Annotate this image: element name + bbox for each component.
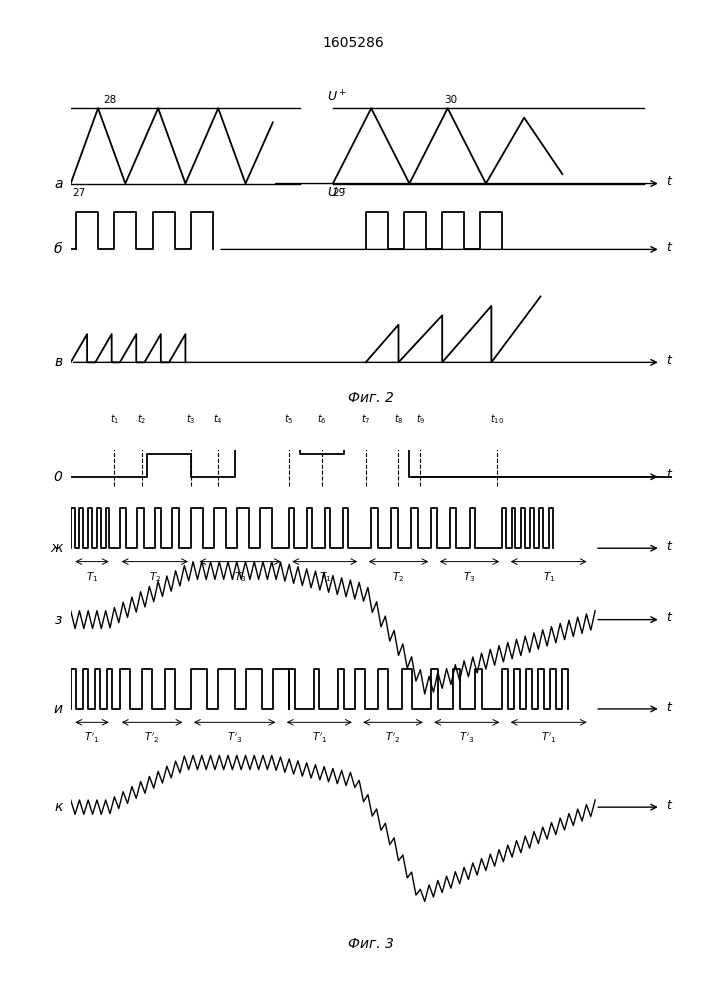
Text: $t_5$: $t_5$	[284, 412, 294, 426]
Text: $t_{10}$: $t_{10}$	[490, 412, 504, 426]
Text: $t_8$: $t_8$	[394, 412, 403, 426]
Text: $T'_3$: $T'_3$	[227, 731, 243, 745]
Text: t: t	[666, 799, 671, 812]
Text: 0: 0	[54, 470, 62, 484]
Text: $T_2$: $T_2$	[148, 571, 161, 584]
Text: t: t	[666, 468, 671, 482]
Text: Фиг. 3: Фиг. 3	[349, 937, 394, 951]
Text: $U^+$: $U^+$	[327, 89, 348, 104]
Text: $t_2$: $t_2$	[137, 412, 146, 426]
Text: Фиг. 2: Фиг. 2	[349, 391, 394, 405]
Text: и: и	[54, 702, 62, 716]
Text: $U^-$: $U^-$	[327, 186, 348, 199]
Text: $T_3$: $T_3$	[234, 571, 246, 584]
Text: в: в	[54, 355, 62, 369]
Text: $t_6$: $t_6$	[317, 412, 327, 426]
Text: t: t	[666, 701, 671, 714]
Text: $T'_1$: $T'_1$	[541, 731, 556, 745]
Text: $t_3$: $t_3$	[186, 412, 196, 426]
Text: 1605286: 1605286	[322, 36, 385, 50]
Text: ж: ж	[50, 541, 62, 555]
Text: t: t	[666, 354, 671, 367]
Text: 27: 27	[72, 188, 86, 198]
Text: t: t	[666, 540, 671, 553]
Text: t: t	[666, 611, 671, 624]
Text: $T'_3$: $T'_3$	[459, 731, 474, 745]
Text: $T_2$: $T_2$	[392, 571, 404, 584]
Text: $T'_1$: $T'_1$	[84, 731, 100, 745]
Text: к: к	[54, 800, 62, 814]
Text: $t_4$: $t_4$	[214, 412, 223, 426]
Text: $T_1$: $T_1$	[86, 571, 98, 584]
Text: $t_1$: $t_1$	[110, 412, 119, 426]
Text: t: t	[666, 175, 671, 188]
Text: $T'_2$: $T'_2$	[144, 731, 160, 745]
Text: 29: 29	[332, 188, 345, 198]
Text: $T'_1$: $T'_1$	[312, 731, 327, 745]
Text: з: з	[55, 613, 62, 627]
Text: $T'_2$: $T'_2$	[385, 731, 401, 745]
Text: $T_3$: $T_3$	[463, 571, 476, 584]
Text: t: t	[666, 241, 671, 254]
Text: $T_1$: $T_1$	[319, 571, 331, 584]
Text: б: б	[54, 242, 62, 256]
Text: $T_1$: $T_1$	[542, 571, 555, 584]
Text: $t_7$: $t_7$	[361, 412, 370, 426]
Text: а: а	[54, 177, 62, 191]
Text: 28: 28	[103, 95, 117, 105]
Text: 30: 30	[444, 95, 457, 105]
Text: $t_9$: $t_9$	[416, 412, 425, 426]
